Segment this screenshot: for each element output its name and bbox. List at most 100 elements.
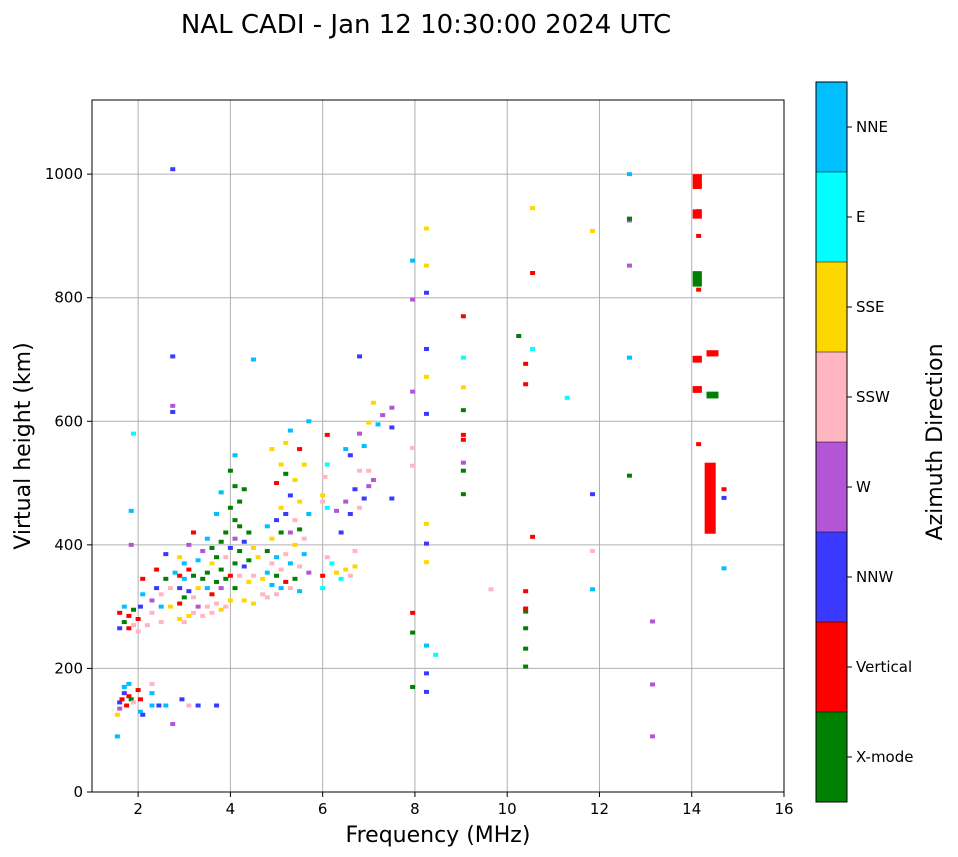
data-point: [696, 287, 702, 292]
data-point: [126, 626, 132, 631]
data-point: [423, 560, 429, 565]
data-point: [410, 297, 416, 302]
data-point: [523, 664, 529, 669]
data-point: [460, 492, 466, 497]
y-tick-label: 1000: [45, 165, 83, 183]
data-point: [380, 413, 386, 418]
data-point: [237, 499, 243, 504]
data-point: [306, 570, 312, 575]
data-point: [154, 567, 160, 572]
data-bar: [692, 209, 702, 219]
data-point: [523, 361, 529, 366]
data-point: [121, 691, 127, 696]
data-point: [204, 586, 210, 591]
data-point: [177, 555, 183, 560]
data-point: [283, 440, 289, 445]
data-point: [131, 623, 137, 628]
data-point: [190, 610, 196, 615]
data-point: [320, 493, 326, 498]
data-point: [347, 573, 353, 578]
data-point: [181, 561, 187, 566]
data-point: [460, 355, 466, 360]
data-marks: [114, 167, 727, 739]
data-point: [114, 734, 120, 739]
data-point: [530, 534, 536, 539]
data-point: [223, 555, 229, 560]
data-point: [246, 579, 252, 584]
data-point: [423, 689, 429, 694]
x-tick-label: 10: [498, 800, 517, 818]
data-point: [278, 505, 284, 510]
data-point: [324, 462, 330, 467]
data-point: [297, 564, 303, 569]
data-point: [195, 558, 201, 563]
data-point: [232, 536, 238, 541]
data-point: [140, 712, 146, 717]
colorbar-tick-label: SSE: [856, 298, 885, 316]
data-point: [227, 545, 233, 550]
colorbar-segment: [816, 622, 847, 712]
y-tick-label: 0: [73, 783, 83, 801]
data-point: [237, 549, 243, 554]
data-point: [338, 530, 344, 535]
data-point: [119, 697, 125, 702]
data-point: [523, 606, 529, 611]
data-point: [223, 604, 229, 609]
data-point: [209, 545, 215, 550]
data-point: [423, 541, 429, 546]
data-point: [209, 592, 215, 597]
data-point: [347, 453, 353, 458]
data-point: [423, 226, 429, 231]
data-point: [297, 589, 303, 594]
data-point: [389, 496, 395, 501]
data-point: [232, 586, 238, 591]
data-point: [361, 496, 367, 501]
data-point: [283, 552, 289, 557]
data-point: [523, 382, 529, 387]
data-point: [297, 527, 303, 532]
data-point: [292, 477, 298, 482]
data-point: [227, 505, 233, 510]
data-point: [131, 607, 137, 612]
colorbar-tick-label: E: [856, 208, 865, 226]
y-tick-label: 800: [54, 289, 83, 307]
data-point: [278, 586, 284, 591]
data-point: [696, 233, 702, 238]
data-point: [283, 511, 289, 516]
grid-lines: [92, 100, 785, 793]
data-point: [357, 505, 363, 510]
data-point: [352, 487, 358, 492]
data-bar: [692, 386, 702, 393]
data-point: [306, 419, 312, 424]
data-point: [179, 697, 185, 702]
y-tick-label: 400: [54, 536, 83, 554]
data-point: [274, 592, 280, 597]
data-point: [140, 592, 146, 597]
data-point: [214, 511, 220, 516]
data-point: [121, 620, 127, 625]
data-bar: [704, 462, 716, 534]
data-point: [626, 355, 632, 360]
data-point: [433, 652, 439, 657]
data-point: [523, 609, 529, 614]
data-point: [721, 487, 727, 492]
data-point: [232, 484, 238, 489]
data-point: [278, 530, 284, 535]
data-point: [721, 566, 727, 571]
x-tick-label: 16: [774, 800, 793, 818]
data-point: [696, 442, 702, 447]
data-point: [170, 167, 176, 172]
data-point: [410, 389, 416, 394]
data-point: [204, 536, 210, 541]
data-point: [177, 617, 183, 621]
data-point: [158, 620, 164, 625]
data-point: [246, 558, 252, 563]
data-point: [357, 431, 363, 436]
plot-frame: [91, 99, 785, 793]
data-point: [131, 700, 137, 705]
data-point: [241, 598, 247, 603]
data-point: [227, 573, 233, 578]
data-point: [287, 561, 293, 566]
data-point: [223, 576, 229, 581]
data-point: [329, 561, 335, 566]
